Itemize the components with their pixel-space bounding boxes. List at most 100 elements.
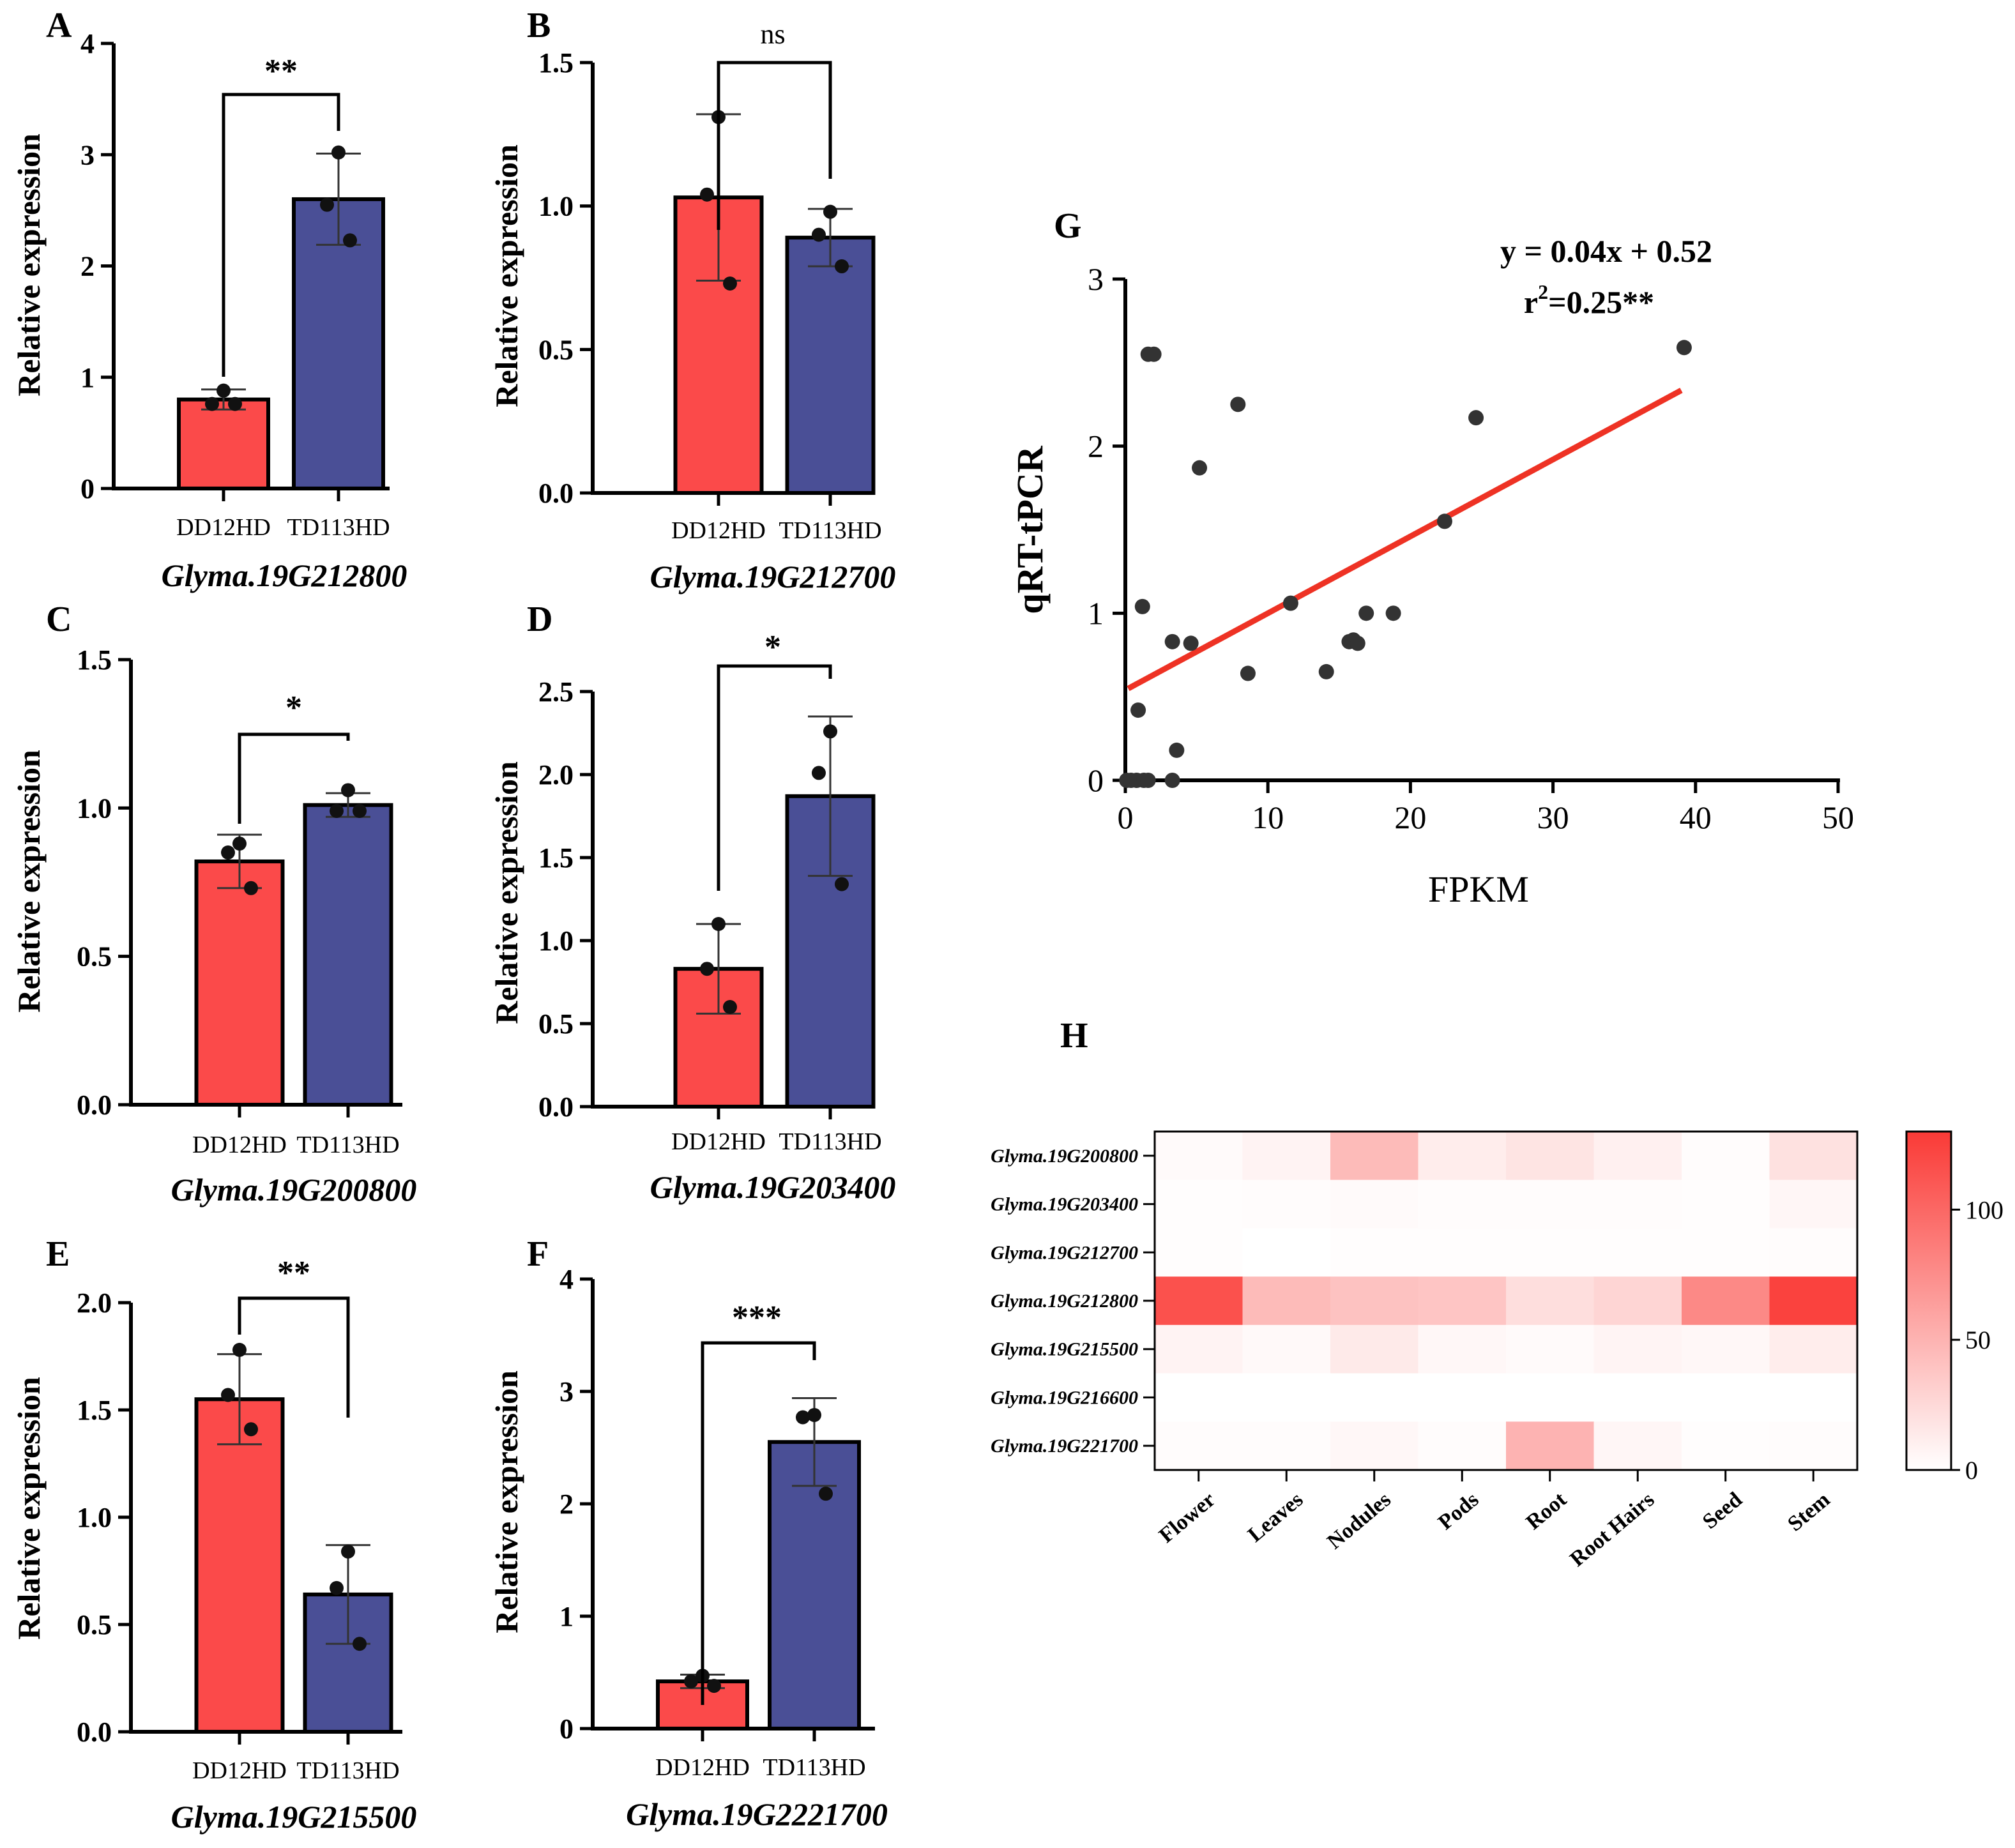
data-point [700,187,714,202]
y-tick-label: 3 [559,1376,574,1407]
column-label: Leaves [1243,1488,1307,1547]
heatmap-cell [1330,1276,1418,1326]
gene-name: Glyma.19G212700 [650,559,896,595]
category-label-dd12hd: DD12HD [176,514,271,541]
y-tick-label: 2 [80,251,95,282]
bar-dd12hd [194,1397,285,1734]
data-point [343,233,357,248]
data-point [331,145,346,160]
scatter-point [1350,635,1365,651]
scatter-point [1192,460,1208,476]
heatmap-cell [1682,1132,1770,1181]
category-label-td113hd: TD113HD [779,517,881,544]
heatmap-cell [1769,1276,1858,1326]
row-label: Glyma.19G200800 [991,1146,1138,1167]
heatmap-frame [1153,1130,1859,1471]
colorbar [1905,1130,1952,1471]
data-point [244,1422,258,1437]
heatmap-cell [1593,1228,1682,1277]
heatmap-cell [1418,1373,1507,1422]
row-label: Glyma.19G215500 [991,1339,1138,1360]
y-tick-label: 1 [559,1601,574,1632]
heatmap-cell [1769,1421,1858,1471]
r-squared-value: =0.25** [1548,284,1654,320]
scatter-point [1436,513,1452,529]
heatmap-cell [1418,1179,1507,1229]
x-tick-label: 20 [1394,799,1426,835]
y-tick-label: 1.0 [538,191,574,222]
y-tick-label: 0.5 [538,1008,574,1040]
y-tick-label: 1.5 [77,1395,112,1426]
scatter-point [1146,346,1162,362]
row-label: Glyma.19G221700 [991,1435,1138,1457]
heatmap-cell [1506,1324,1594,1374]
significance-mark: ** [264,53,298,89]
data-point [244,881,258,895]
heatmap-cell [1242,1132,1331,1181]
data-point [341,783,355,798]
bar-td113hd [785,236,876,495]
category-label-dd12hd: DD12HD [192,1757,287,1784]
bar-dd12hd [177,397,270,490]
data-point [320,197,334,212]
heatmap-cell [1242,1324,1331,1374]
data-point [812,766,826,780]
category-label-td113hd: TD113HD [296,1132,399,1158]
regression-equation: y = 0.04x + 0.52 [1500,233,1712,269]
heatmap-cell [1155,1179,1243,1229]
y-axis-title: Relative expression [489,144,524,407]
scatter-point [1164,633,1180,649]
data-point [723,1000,737,1014]
scatter-point [1385,605,1401,621]
y-axis-title: Relative expression [11,133,47,397]
scatter-point [1169,742,1185,758]
significance-mark: * [285,690,302,726]
heatmap-cell [1330,1324,1418,1374]
scatter-point [1240,665,1256,681]
y-tick-label: 2.5 [538,676,574,708]
y-tick-label: 1 [80,362,95,393]
y-tick-label: 1.5 [538,47,574,79]
y-tick-label: 4 [559,1264,574,1295]
category-label-td113hd: TD113HD [287,514,390,541]
heatmap-cell [1593,1421,1682,1471]
significance-mark: ** [277,1255,310,1291]
column-label: Stem [1783,1488,1834,1536]
category-label-dd12hd: DD12HD [655,1754,750,1781]
x-tick-label: 10 [1252,799,1284,835]
significance-bracket [238,1296,350,1418]
heatmap-cell [1769,1132,1858,1181]
gene-name: Glyma.19G200800 [171,1172,417,1208]
heatmap-cell [1418,1276,1507,1326]
panel-b-bar-chart: B Relative expression DD12HD TD113HD Gly… [489,6,895,595]
heatmap-cell [1593,1179,1682,1229]
x-tick-label: 40 [1680,799,1712,835]
category-label-dd12hd: DD12HD [671,517,766,544]
y-tick-label: 1.0 [77,792,112,824]
data-point [330,803,344,818]
row-label: Glyma.19G216600 [991,1387,1138,1408]
significance-bracket [238,732,350,824]
scatter-point [1130,702,1146,718]
y-tick-label: 1 [1088,595,1104,631]
heatmap-cell [1418,1421,1507,1471]
heatmap-cell [1506,1421,1594,1471]
data-point [341,1544,355,1559]
heatmap-cell [1155,1276,1243,1326]
significance-bracket [222,93,340,377]
panel-d-bar-chart: D Relative expression DD12HD TD113HD Gly… [489,600,895,1205]
heatmap-cell [1769,1324,1858,1374]
x-axis-title: FPKM [1428,868,1529,910]
y-tick-label: 4 [80,28,95,59]
panel-letter: D [527,600,552,639]
heatmap-cell [1155,1421,1243,1471]
colorbar-tick-label: 50 [1965,1326,1991,1354]
heatmap-cell [1682,1276,1770,1326]
heatmap-cell [1682,1179,1770,1229]
y-tick-label: 2 [559,1488,574,1520]
significance-mark: ns [760,19,785,50]
x-tick-label: 0 [1118,799,1134,835]
y-tick-label: 2.0 [77,1287,112,1319]
bar-dd12hd [194,859,285,1107]
bar-td113hd [292,197,385,490]
